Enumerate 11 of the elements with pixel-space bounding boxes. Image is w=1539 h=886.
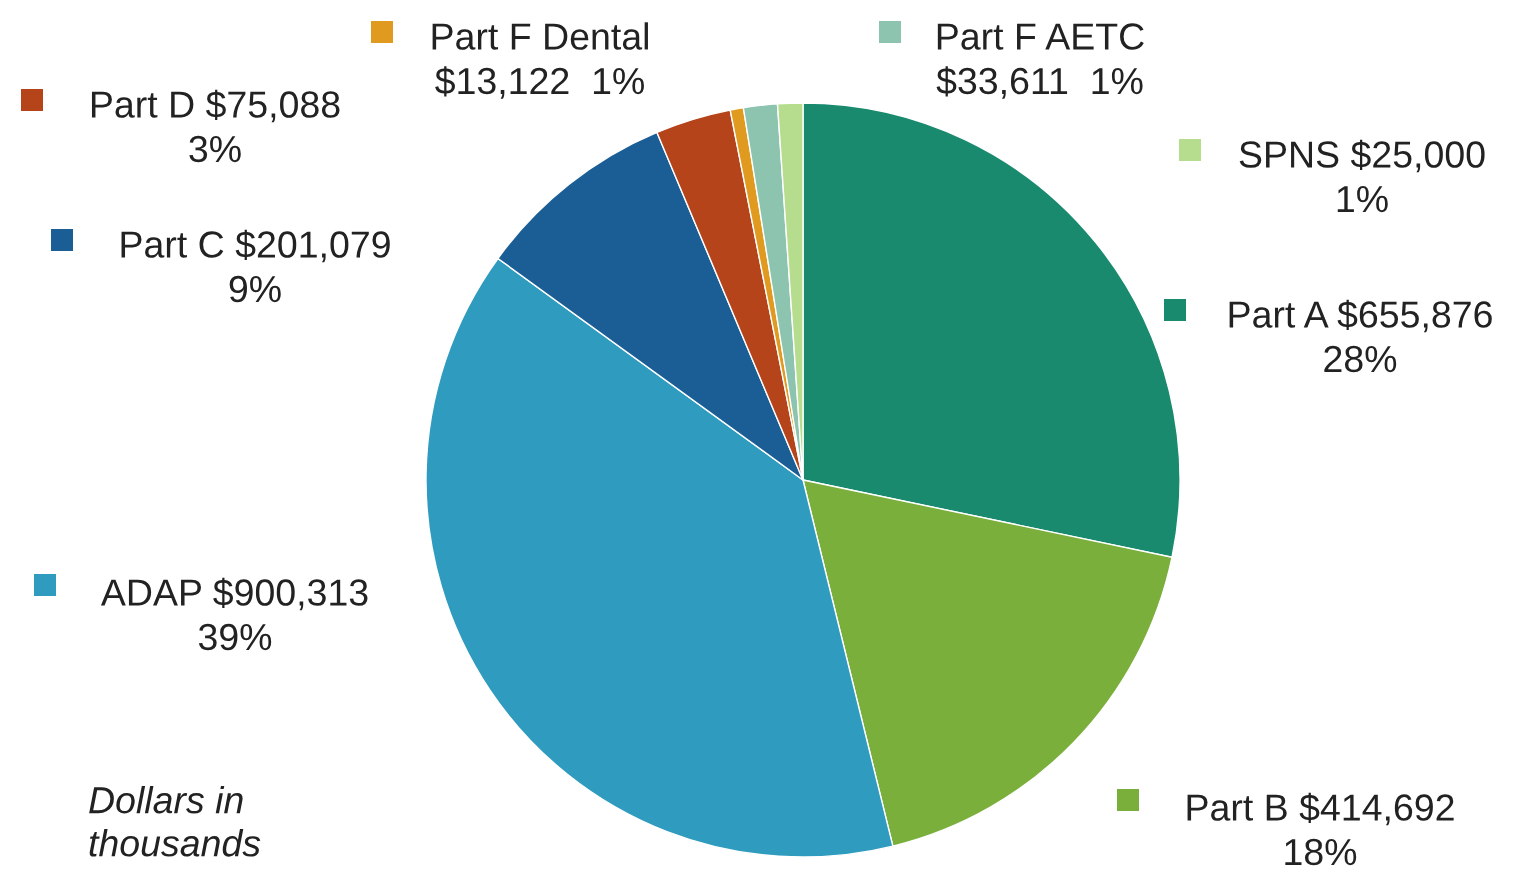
- data-label: $13,122 1%: [435, 66, 644, 99]
- legend-label: Part A $655,876 28%: [1229, 299, 1492, 373]
- legend-label: Part C $201,079 9%: [121, 229, 390, 303]
- legend-label: ADAP $900,313 39%: [100, 577, 368, 651]
- text: Dollars in thousands: [89, 785, 261, 857]
- legend-label: Part F AETC: [937, 23, 1144, 50]
- legend-label: Part B $414,692 18%: [1187, 792, 1454, 866]
- legend-label: Part F Dental: [432, 22, 648, 50]
- legend-label: SPNS $25,000 1%: [1239, 139, 1485, 213]
- data-label: $33,611 1%: [936, 66, 1143, 99]
- legend-label: Part D $75,088 3%: [91, 89, 340, 163]
